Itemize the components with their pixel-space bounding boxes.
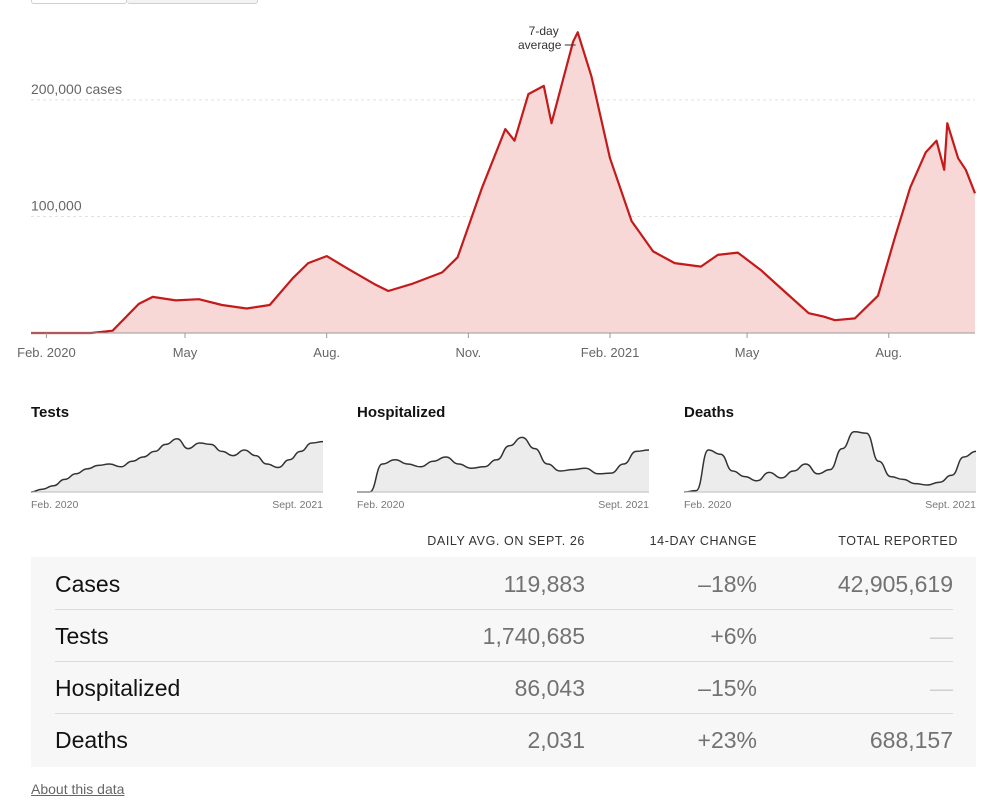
- x-tick-label: Aug.: [313, 345, 340, 360]
- total-value: —: [930, 623, 953, 649]
- header-daily-avg: DAILY AVG. ON SEPT. 26: [427, 534, 585, 548]
- small-chart-deaths: Feb. 2020 Sept. 2021 Deaths: [684, 400, 976, 520]
- small-line: [357, 436, 649, 493]
- x-tick-label: Aug.: [875, 345, 902, 360]
- about-data-link[interactable]: About this data: [31, 781, 125, 797]
- total-value: 688,157: [869, 727, 953, 753]
- change-value: –18%: [698, 571, 757, 597]
- daily-avg-value: 86,043: [514, 675, 585, 701]
- row-label: Deaths: [55, 727, 128, 753]
- x-tick-label: Feb. 2021: [581, 345, 640, 360]
- summary-table: Cases 119,883 –18% 42,905,619 Tests 1,74…: [31, 557, 976, 767]
- table-row-cases: Cases 119,883 –18% 42,905,619: [55, 557, 953, 610]
- x-tick-label: May: [173, 345, 198, 360]
- header-total-reported: TOTAL REPORTED: [838, 534, 958, 548]
- table-row-deaths: Deaths 2,031 +23% 688,157: [55, 713, 953, 765]
- small-chart-title: Hospitalized: [357, 404, 446, 421]
- small-x-label: Sept. 2021: [272, 499, 323, 511]
- total-value: 42,905,619: [837, 571, 953, 597]
- small-line: [31, 438, 323, 493]
- row-label: Cases: [55, 571, 121, 597]
- cases-chart: 100,000 200,000 cases Feb. 2020 May Aug. Nov.…: [17, 24, 977, 360]
- small-chart-title: Tests: [31, 404, 70, 421]
- small-line: [684, 431, 976, 493]
- daily-avg-value: 1,740,685: [482, 623, 585, 649]
- cases-line: [31, 31, 977, 335]
- cases-area: [31, 32, 975, 334]
- table-row-tests: Tests 1,740,685 +6% —: [55, 609, 953, 662]
- view-toggle: [31, 0, 258, 4]
- small-area: [31, 438, 323, 492]
- x-tick-label: Nov.: [455, 345, 481, 360]
- small-area: [357, 437, 649, 492]
- y-tick-label: 100,000: [31, 197, 82, 213]
- small-area: [684, 431, 976, 492]
- small-chart-hospitalized: Feb. 2020 Sept. 2021 Hospitalized: [357, 400, 649, 520]
- x-tick-label: May: [735, 345, 760, 360]
- small-x-label: Feb. 2020: [31, 499, 78, 511]
- view-toggle-tab-2[interactable]: [127, 0, 258, 4]
- table-row-hospitalized: Hospitalized 86,043 –15% —: [55, 661, 953, 714]
- x-tick-label: Feb. 2020: [17, 345, 76, 360]
- small-chart-svg: Feb. 2020 Sept. 2021: [31, 438, 323, 511]
- small-chart-tests: Feb. 2020 Sept. 2021 Tests: [31, 400, 323, 520]
- change-value: +23%: [697, 727, 757, 753]
- small-x-label: Feb. 2020: [684, 499, 731, 511]
- row-label: Hospitalized: [55, 675, 181, 701]
- row-label: Tests: [55, 623, 109, 649]
- small-x-label: Sept. 2021: [925, 499, 976, 511]
- view-toggle-tab-1[interactable]: [31, 0, 127, 4]
- change-value: +6%: [710, 623, 757, 649]
- annotation-text: 7-day: [529, 24, 559, 38]
- daily-avg-value: 2,031: [527, 727, 585, 753]
- small-chart-svg: Feb. 2020 Sept. 2021: [684, 431, 976, 511]
- total-value: —: [930, 675, 953, 701]
- y-tick-label: 200,000 cases: [31, 81, 122, 97]
- small-chart-svg: Feb. 2020 Sept. 2021: [357, 436, 649, 511]
- small-x-label: Feb. 2020: [357, 499, 404, 511]
- header-14-day-change: 14-DAY CHANGE: [649, 534, 757, 548]
- small-chart-title: Deaths: [684, 404, 735, 421]
- small-x-label: Sept. 2021: [598, 499, 649, 511]
- annotation-text: average: [518, 38, 562, 52]
- daily-avg-value: 119,883: [503, 571, 585, 597]
- change-value: –15%: [698, 675, 757, 701]
